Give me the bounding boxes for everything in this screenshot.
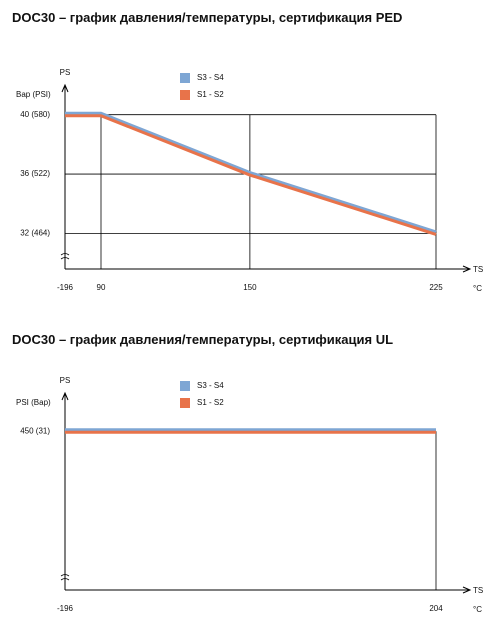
y-unit-label: PSI (Bap) [16,398,51,407]
y-tick-label: 40 (580) [20,110,50,119]
x-unit-label: °C [473,284,482,293]
y-unit-label: Bap (PSI) [16,90,51,99]
legend-label: S1 - S2 [197,398,224,407]
x-tick-label: -196 [57,283,74,292]
series-line [65,111,437,234]
series-line [65,114,437,236]
y-tick-label: 36 (522) [20,169,50,178]
chart-title: DOC30 – график давления/температуры, сер… [12,10,402,25]
x-tick-label: 225 [429,283,443,292]
y-axis-label: PS [60,376,71,385]
legend-swatch [180,398,190,408]
y-arrow [61,391,69,401]
y-arrow [61,83,69,93]
y-tick-label: 32 (464) [20,229,50,238]
legend-label: S1 - S2 [197,90,224,99]
x-tick-label: -196 [57,604,74,613]
legend-swatch [180,381,190,391]
legend-swatch [180,73,190,83]
axis-break [60,574,70,581]
x-tick-label: 150 [243,283,257,292]
legend-label: S3 - S4 [197,73,224,82]
axis-break [60,253,70,260]
x-axis-label: TS [473,265,483,274]
x-arrow [462,586,472,594]
x-arrow [462,265,472,273]
y-tick-label: 450 (31) [20,426,50,435]
x-unit-label: °C [473,605,482,614]
x-tick-label: 90 [97,283,106,292]
legend-label: S3 - S4 [197,381,224,390]
x-axis-label: TS [473,586,483,595]
x-tick-label: 204 [429,604,443,613]
legend-swatch [180,90,190,100]
y-axis-label: PS [60,68,71,77]
chart-title: DOC30 – график давления/температуры, сер… [12,332,393,347]
